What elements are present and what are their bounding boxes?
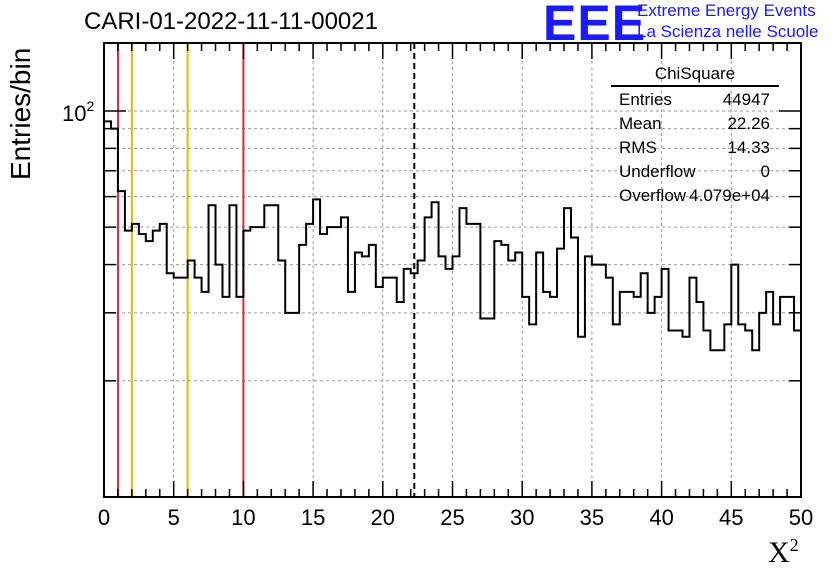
stats-row-mean: Mean 22.26 (611, 112, 779, 136)
logo-line-2: La Scienza nelle Scuole (637, 22, 819, 41)
stats-name: ChiSquare (611, 64, 779, 87)
histogram-series (104, 120, 801, 352)
x-tick-label: 0 (98, 505, 110, 530)
x-tick-label: 30 (510, 505, 534, 530)
stats-label: Entries (619, 90, 672, 109)
x-tick-label: 40 (649, 505, 673, 530)
x-tick-label: 20 (371, 505, 395, 530)
x-tick-label: 5 (168, 505, 180, 530)
x-axis-label: X2 (768, 535, 799, 570)
plot-title: CARI-01-2022-11-11-00021 (84, 8, 378, 35)
stats-label: Overflow (619, 186, 687, 205)
stats-value: 22.26 (727, 114, 770, 133)
stats-row-underflow: Underflow 0 (611, 160, 779, 184)
x-tick-label: 45 (719, 505, 743, 530)
stats-row-rms: RMS 14.33 (611, 136, 779, 160)
stats-box: ChiSquare Entries 44947 Mean 22.26 RMS 14.3… (611, 64, 779, 208)
logo-line-1: Extreme Energy Events (637, 1, 816, 20)
x-tick-label: 25 (440, 505, 464, 530)
stats-row-entries: Entries 44947 (611, 88, 779, 112)
stats-value: 14.33 (727, 138, 770, 157)
eee-logo: EEE (543, 0, 647, 51)
x-tick-label: 50 (789, 505, 813, 530)
x-tick-labels: 0 5 10 15 20 25 30 35 40 45 50 (98, 505, 813, 530)
stats-row-overflow: Overflow 4.079e+04 (611, 184, 779, 208)
stats-value: 44947 (722, 90, 770, 109)
y-tick-labels: 102 (62, 98, 94, 126)
x-axis-label-sup: 2 (789, 535, 799, 555)
stats-value: 0 (760, 162, 770, 181)
stats-label: Mean (619, 114, 662, 133)
stats-label: RMS (619, 138, 657, 157)
y-axis-label: Entries/bin (5, 47, 36, 180)
x-tick-label: 10 (231, 505, 255, 530)
y-tick-label: 102 (62, 98, 94, 126)
stats-value: 4.079e+04 (689, 186, 770, 205)
x-axis-label-base: X (768, 536, 790, 569)
x-tick-label: 15 (301, 505, 325, 530)
stats-label: Underflow (619, 162, 696, 181)
x-tick-label: 35 (580, 505, 604, 530)
axis-ticks (103, 43, 802, 497)
